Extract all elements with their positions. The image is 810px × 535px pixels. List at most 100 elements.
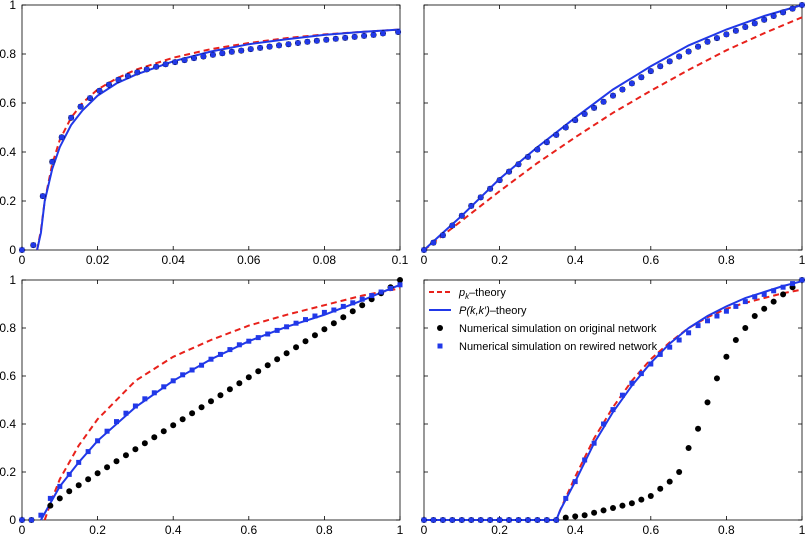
original-network-point: [47, 502, 54, 509]
x-tick-label: 0.8: [718, 253, 735, 267]
rewired-network-point: [534, 147, 540, 153]
legend-entry-subscript: k: [465, 292, 470, 301]
rewired-network-point: [151, 390, 157, 396]
original-network-point: [751, 313, 758, 319]
original-network-point: [283, 350, 290, 357]
rewired-network-point: [487, 517, 493, 523]
rewired-network-point: [619, 392, 625, 398]
rewired-network-point: [780, 9, 786, 15]
original-network-point: [293, 344, 300, 351]
rewired-network-point: [397, 282, 403, 288]
rewired-network-point: [714, 35, 720, 41]
series-group: [421, 2, 805, 253]
rewired-network-point: [359, 296, 365, 302]
series-group: [421, 277, 805, 523]
legend-entry-prefix: p: [458, 287, 465, 299]
original-network-point: [349, 308, 356, 315]
rewired-network-point: [342, 35, 348, 41]
rewired-network-point: [695, 44, 701, 50]
rewired-network-point: [132, 403, 138, 409]
rewired-network-point: [170, 378, 176, 384]
rewired-network-point: [182, 57, 188, 63]
rewired-network-point: [293, 320, 299, 326]
axes-box: [21, 279, 401, 521]
x-tick-label: 0: [421, 253, 428, 267]
rewired-network-point: [295, 40, 301, 46]
rewired-network-point: [57, 483, 63, 489]
pkk-theory-line: [36, 28, 401, 251]
y-tick-label: 0.8: [0, 321, 16, 335]
rewired-network-point: [78, 104, 84, 110]
rewired-network-point: [199, 362, 205, 368]
rewired-network-point: [66, 471, 72, 477]
rewired-network-point: [648, 68, 654, 74]
rewired-network-point: [388, 285, 394, 291]
rewired-network-point: [525, 154, 531, 160]
y-tick-label: 0.6: [0, 96, 16, 110]
rewired-network-point: [629, 380, 635, 386]
original-network-point: [628, 500, 635, 507]
original-network-point: [113, 458, 120, 465]
original-network-point: [657, 485, 664, 492]
original-network-point: [770, 298, 777, 305]
original-network-point: [217, 392, 224, 399]
original-network-point: [732, 337, 739, 343]
original-network-point: [208, 398, 214, 405]
rewired-network-point: [742, 299, 748, 305]
rewired-network-point: [421, 517, 427, 523]
rewired-network-point: [189, 367, 195, 373]
legend-entry-suffix: –theory: [490, 305, 527, 317]
rewired-network-point: [115, 77, 121, 83]
rewired-network-point: [695, 323, 701, 329]
legend-entry-label: Numerical simulation on original network: [459, 323, 657, 335]
x-tick-label: 0.8: [718, 523, 735, 535]
original-network-point: [591, 509, 598, 516]
rewired-network-point: [610, 407, 616, 413]
rewired-network-point: [200, 53, 206, 59]
rewired-network-point: [276, 42, 282, 48]
panel-top-right: 0 0.2 0.4 0.6 0.8 1: [421, 2, 806, 267]
rewired-network-point: [323, 37, 329, 43]
original-network-point: [94, 470, 101, 477]
rewired-network-point: [516, 161, 521, 167]
rewired-network-point: [610, 93, 616, 99]
original-network-point: [170, 422, 177, 429]
original-network-point: [189, 410, 196, 417]
rewired-network-point: [238, 48, 244, 54]
rewired-network-point: [676, 53, 682, 59]
x-tick-label: 0.1: [392, 253, 409, 267]
original-network-point: [330, 320, 337, 327]
rewired-network-point: [723, 31, 729, 37]
original-network-point: [226, 386, 233, 393]
original-network-point: [274, 356, 281, 363]
rewired-network-point: [799, 277, 805, 283]
original-network-point: [160, 428, 167, 435]
x-tick-label: 0.2: [491, 253, 508, 267]
rewired-network-point: [544, 139, 550, 145]
rewired-network-point: [248, 46, 254, 52]
rewired-network-point: [371, 32, 377, 38]
panel-bottom-right: 0 0.2 0.4 0.6 0.8 1pk–theoryP(k,k′)–theoryNum…: [421, 277, 806, 535]
rewired-network-point: [468, 517, 474, 523]
rewired-network-point: [582, 457, 588, 463]
rewired-network-point: [340, 303, 346, 309]
rewired-network-point: [68, 115, 74, 121]
x-tick-label: 0: [19, 253, 26, 267]
original-network-point: [75, 482, 82, 489]
y-tick-label: 0: [9, 513, 16, 527]
rewired-network-point: [601, 421, 607, 427]
rewired-network-point: [369, 293, 375, 299]
rewired-network-point: [449, 517, 455, 523]
original-network-point: [572, 513, 579, 520]
original-network-point: [761, 305, 768, 312]
original-network-point: [713, 375, 720, 382]
original-network-point: [56, 495, 63, 502]
original-network-point: [780, 291, 787, 298]
legend-entry-prefix: P(k,k′): [459, 305, 490, 317]
rewired-network-point: [19, 247, 25, 253]
original-network-point: [311, 332, 318, 339]
y-tick-label: 1: [9, 0, 16, 12]
rewired-network-point: [180, 372, 186, 378]
rewired-network-point: [733, 303, 739, 309]
rewired-network-point: [459, 213, 465, 219]
